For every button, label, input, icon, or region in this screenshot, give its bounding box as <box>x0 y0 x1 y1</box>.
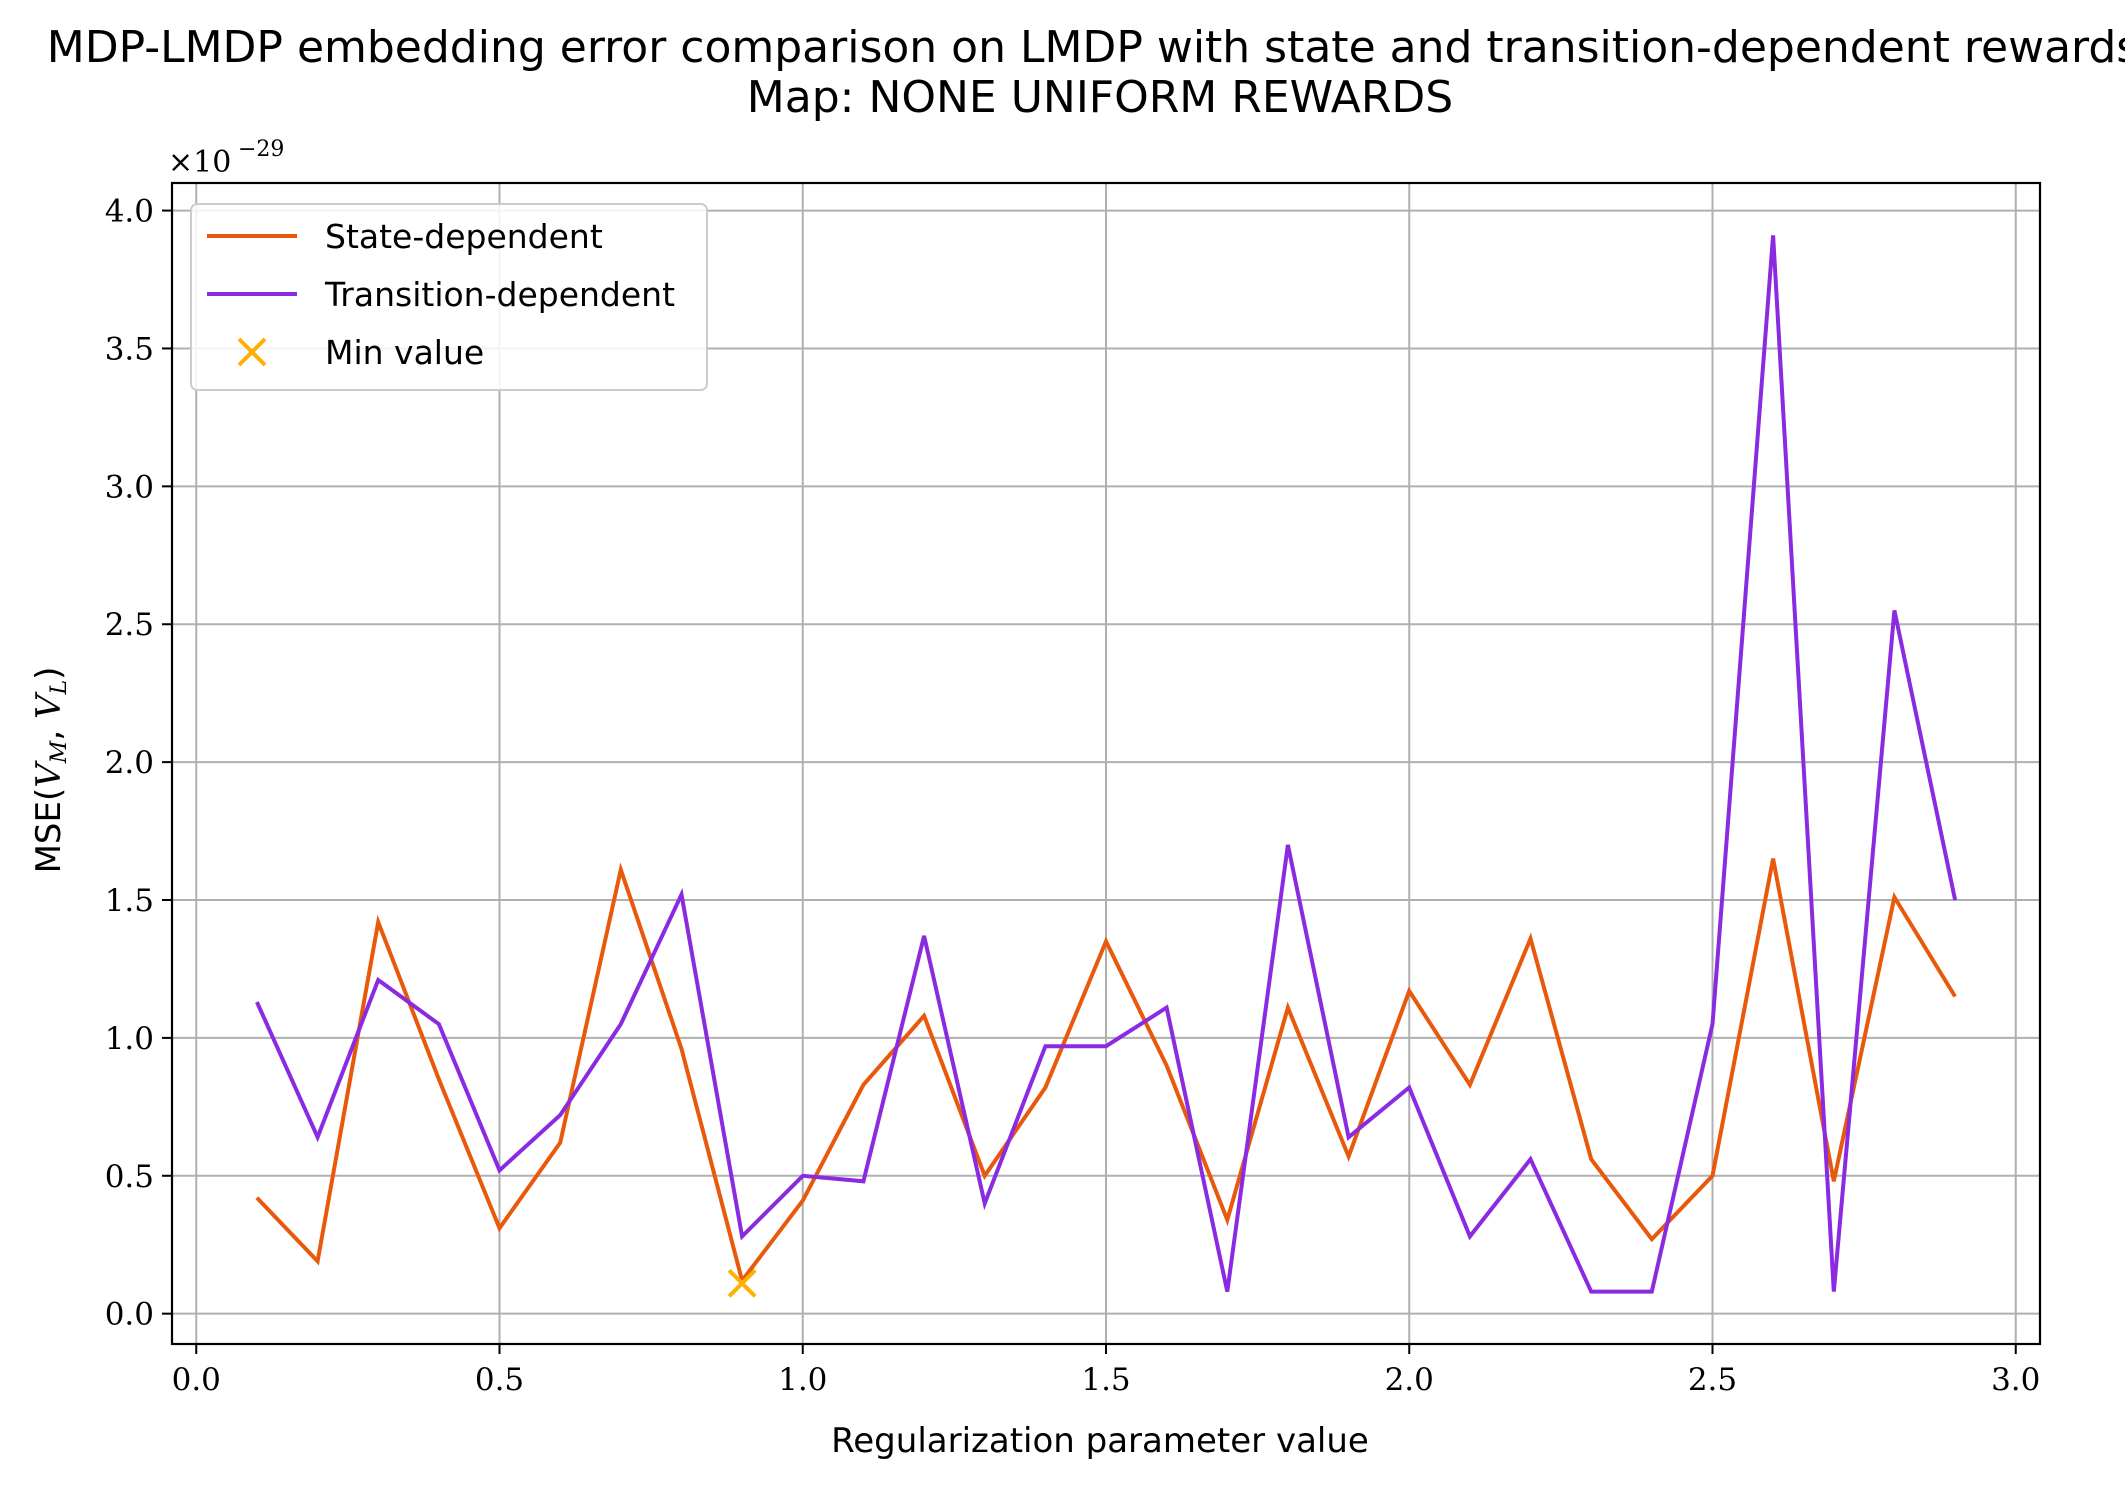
series-layer <box>255 235 1958 1294</box>
series-line-transition-dependent <box>255 235 1958 1294</box>
y-tick-label: 2.5 <box>105 607 154 643</box>
y-axis-label-close: ) <box>29 667 69 680</box>
y-tick-label: 3.0 <box>105 469 154 505</box>
x-tick-label: 1.5 <box>1081 1362 1130 1398</box>
chart-title-line-2: Map: NONE UNIFORM REWARDS <box>747 72 1453 123</box>
x-axis-ticks: 0.0 0.5 1.0 1.5 2.0 2.5 3.0 <box>172 1344 2040 1398</box>
legend-box <box>190 203 708 391</box>
chart-title-line-1: MDP-LMDP embedding error comparison on L… <box>47 22 2125 73</box>
x-tick-label: 0.5 <box>475 1362 524 1398</box>
y-tick-label: 3.5 <box>105 331 154 367</box>
grid-lines <box>172 183 2040 1344</box>
legend-label-min-value: Min value <box>325 333 484 372</box>
y-tick-label: 2.0 <box>105 745 154 781</box>
y-axis-label: MSE(VM, VL) <box>29 667 72 874</box>
min-value-marker <box>727 1268 757 1298</box>
y-tick-label: 0.0 <box>105 1297 154 1333</box>
chart-title: MDP-LMDP embedding error comparison on L… <box>47 22 2125 123</box>
x-tick-label: 0.0 <box>172 1362 221 1398</box>
y-axis-label-sub-l: L <box>47 680 72 696</box>
y-axis-label-vl: V <box>29 691 69 719</box>
x-axis-label: Regularization parameter value <box>831 1421 1369 1461</box>
y-axis-label-vm: V <box>29 760 69 788</box>
y-tick-label: 0.5 <box>105 1159 154 1195</box>
y-tick-label: 1.0 <box>105 1021 154 1057</box>
y-offset-exponent: −29 <box>238 137 284 162</box>
marker-layer <box>727 1268 757 1298</box>
y-axis-ticks: 0.0 0.5 1.0 1.5 2.0 2.5 3.0 3.5 4.0 <box>105 194 172 1333</box>
series-line-state-dependent <box>255 858 1957 1286</box>
legend-label-transition-dependent: Transition-dependent <box>324 275 675 314</box>
y-tick-label: 1.5 <box>105 883 154 919</box>
y-offset-base: ×10 <box>168 145 231 180</box>
y-axis-label-comma: , <box>29 719 69 741</box>
legend-marker-x <box>237 337 267 367</box>
legend-marker-min-value <box>237 337 267 367</box>
x-tick-label: 3.0 <box>1991 1362 2040 1398</box>
legend: State-dependent Transition-dependent Min… <box>190 203 708 391</box>
y-axis-label-sub-m: M <box>47 740 72 764</box>
x-tick-label: 1.0 <box>778 1362 827 1398</box>
x-tick-label: 2.5 <box>1688 1362 1737 1398</box>
x-tick-label: 2.0 <box>1385 1362 1434 1398</box>
y-axis-label-prefix: MSE( <box>29 788 69 874</box>
y-tick-label: 4.0 <box>105 194 154 230</box>
legend-label-state-dependent: State-dependent <box>325 217 603 256</box>
